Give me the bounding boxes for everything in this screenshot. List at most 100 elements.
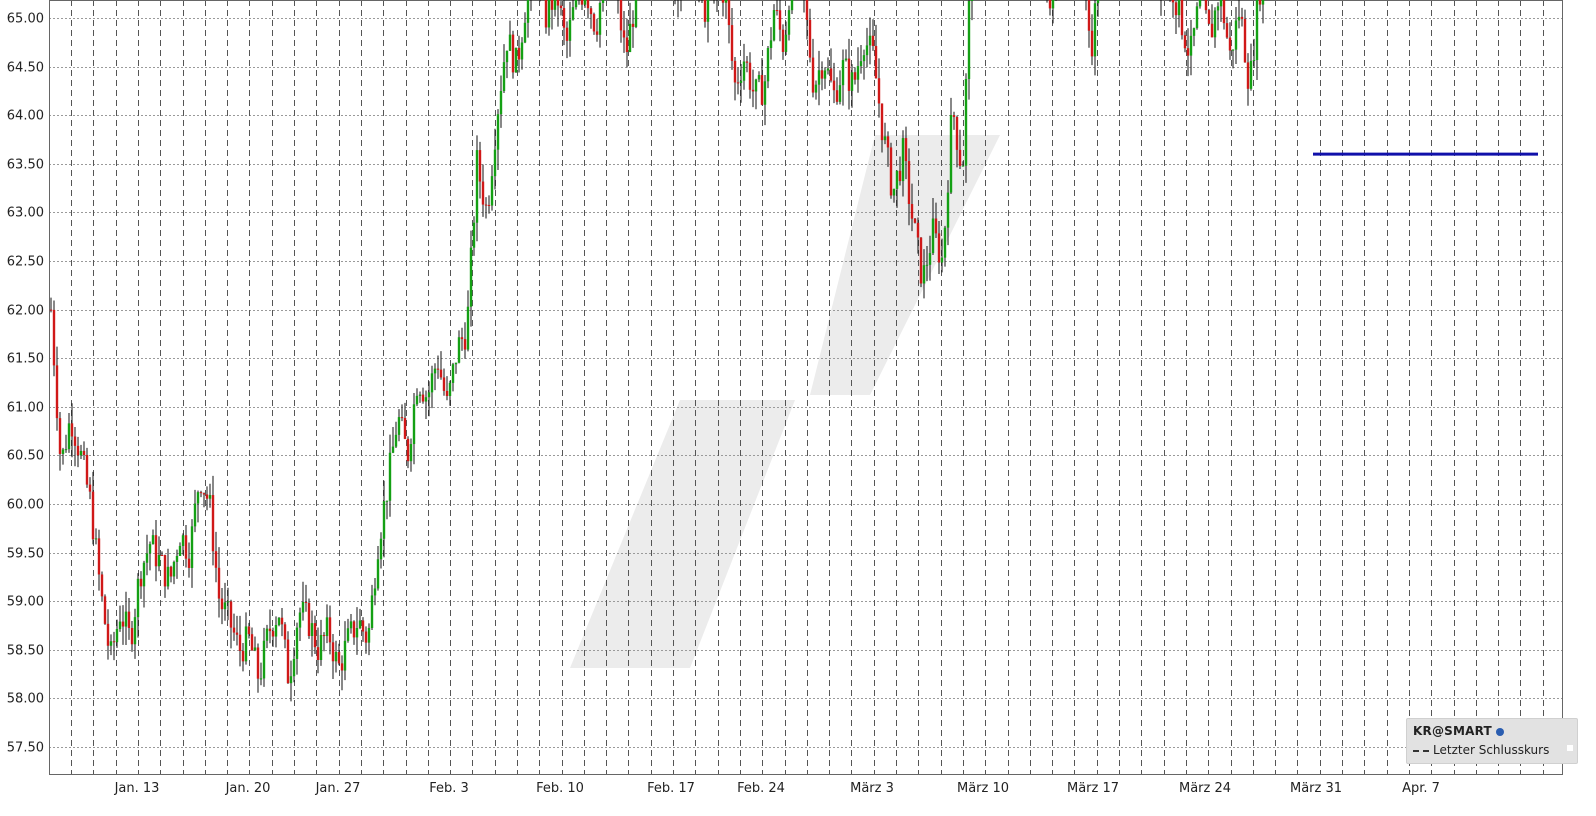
candle-body	[133, 617, 137, 645]
candle-body	[790, 0, 794, 11]
candle-body	[601, 0, 605, 3]
candle-body	[949, 115, 953, 193]
candle-body	[490, 176, 494, 206]
candle-body	[139, 578, 143, 587]
info-icon[interactable]	[1495, 727, 1504, 736]
candle-body	[253, 647, 257, 651]
candle-body	[1210, 23, 1214, 38]
candle-body	[409, 444, 413, 462]
candle-body	[94, 538, 98, 540]
candle-body	[883, 136, 887, 141]
candle-body	[898, 170, 902, 182]
candle-body	[868, 35, 872, 46]
candle-body	[112, 641, 116, 643]
candle-body	[124, 611, 128, 627]
candle-body	[916, 222, 920, 238]
candle-body	[571, 7, 575, 20]
candle-body	[736, 82, 740, 84]
candle-body	[67, 423, 71, 450]
candle-body	[1246, 62, 1250, 89]
candle-body	[223, 602, 227, 610]
candle-body	[943, 227, 947, 258]
y-tick-label: 59.00	[7, 595, 44, 610]
candle-body	[469, 247, 473, 307]
candle-body	[274, 624, 278, 637]
x-tick-label: Jan. 13	[114, 781, 160, 796]
y-tick-label: 62.50	[7, 255, 44, 270]
x-tick-label: Feb. 24	[737, 781, 785, 796]
candle-body	[205, 494, 209, 499]
candle-body	[847, 58, 851, 91]
candle-body	[367, 627, 371, 643]
candle-body	[70, 423, 74, 437]
candle-body	[745, 61, 749, 63]
candle-body	[913, 218, 917, 223]
y-tick-label: 62.00	[7, 304, 44, 319]
candle-body	[958, 149, 962, 166]
x-tick-label: März 31	[1290, 781, 1342, 796]
candle-body	[391, 446, 395, 453]
candle-body	[517, 47, 521, 60]
candle-body	[592, 14, 596, 32]
candle-body	[580, 0, 584, 5]
candle-body	[823, 70, 827, 79]
candle-body	[760, 75, 764, 105]
candle-body	[1048, 0, 1052, 9]
candle-body	[1216, 6, 1220, 11]
candle-body	[931, 218, 935, 254]
candle-body	[358, 620, 362, 629]
candle-body	[901, 138, 905, 182]
candle-body	[148, 544, 152, 554]
candle-body	[523, 22, 527, 43]
close-icon[interactable]	[1567, 745, 1573, 751]
candle-body	[280, 617, 284, 625]
candle-body	[184, 535, 188, 559]
candle-body	[310, 623, 314, 636]
candle-body	[1192, 28, 1196, 36]
candle-body	[850, 72, 854, 91]
y-tick-label: 61.00	[7, 401, 44, 416]
candle-body	[457, 337, 461, 363]
candle-body	[856, 66, 860, 80]
candle-body	[352, 621, 356, 638]
candle-body	[961, 165, 965, 167]
candle-body	[430, 373, 434, 393]
candle-body	[1198, 0, 1202, 7]
candle-body	[286, 639, 290, 684]
candlestick-series	[49, 0, 1265, 702]
candle-body	[493, 149, 497, 177]
candle-body	[115, 629, 119, 643]
candle-body	[844, 58, 848, 61]
candle-body	[1255, 0, 1259, 60]
candle-body	[505, 50, 509, 63]
x-tick-label: März 17	[1067, 781, 1119, 796]
candle-body	[1180, 0, 1184, 36]
candle-body	[886, 136, 890, 148]
candle-body	[145, 553, 149, 563]
candle-body	[277, 617, 281, 625]
candle-body	[826, 68, 830, 71]
candle-body	[1189, 35, 1193, 56]
candle-body	[502, 62, 506, 92]
x-tick-label: Feb. 3	[429, 781, 469, 796]
candle-body	[769, 40, 773, 49]
candle-body	[784, 34, 788, 52]
candle-body	[238, 634, 242, 651]
candle-body	[739, 80, 743, 83]
candle-body	[292, 658, 296, 677]
candle-body	[418, 394, 422, 396]
x-tick-label: März 10	[957, 781, 1009, 796]
candle-body	[631, 23, 635, 27]
candle-body	[406, 438, 410, 462]
candle-body	[373, 588, 377, 596]
candle-body	[103, 596, 107, 624]
candle-body	[829, 68, 833, 81]
candle-body	[166, 566, 170, 587]
candle-body	[127, 611, 131, 628]
x-axis-labels: Jan. 13 Jan. 20 Jan. 27 Feb. 3 Feb. 10 Feb. 1…	[114, 781, 1440, 796]
candle-body	[376, 559, 380, 589]
candle-body	[772, 10, 776, 41]
y-tick-label: 65.00	[7, 12, 44, 27]
candle-body	[553, 0, 557, 10]
candle-body	[841, 60, 845, 86]
